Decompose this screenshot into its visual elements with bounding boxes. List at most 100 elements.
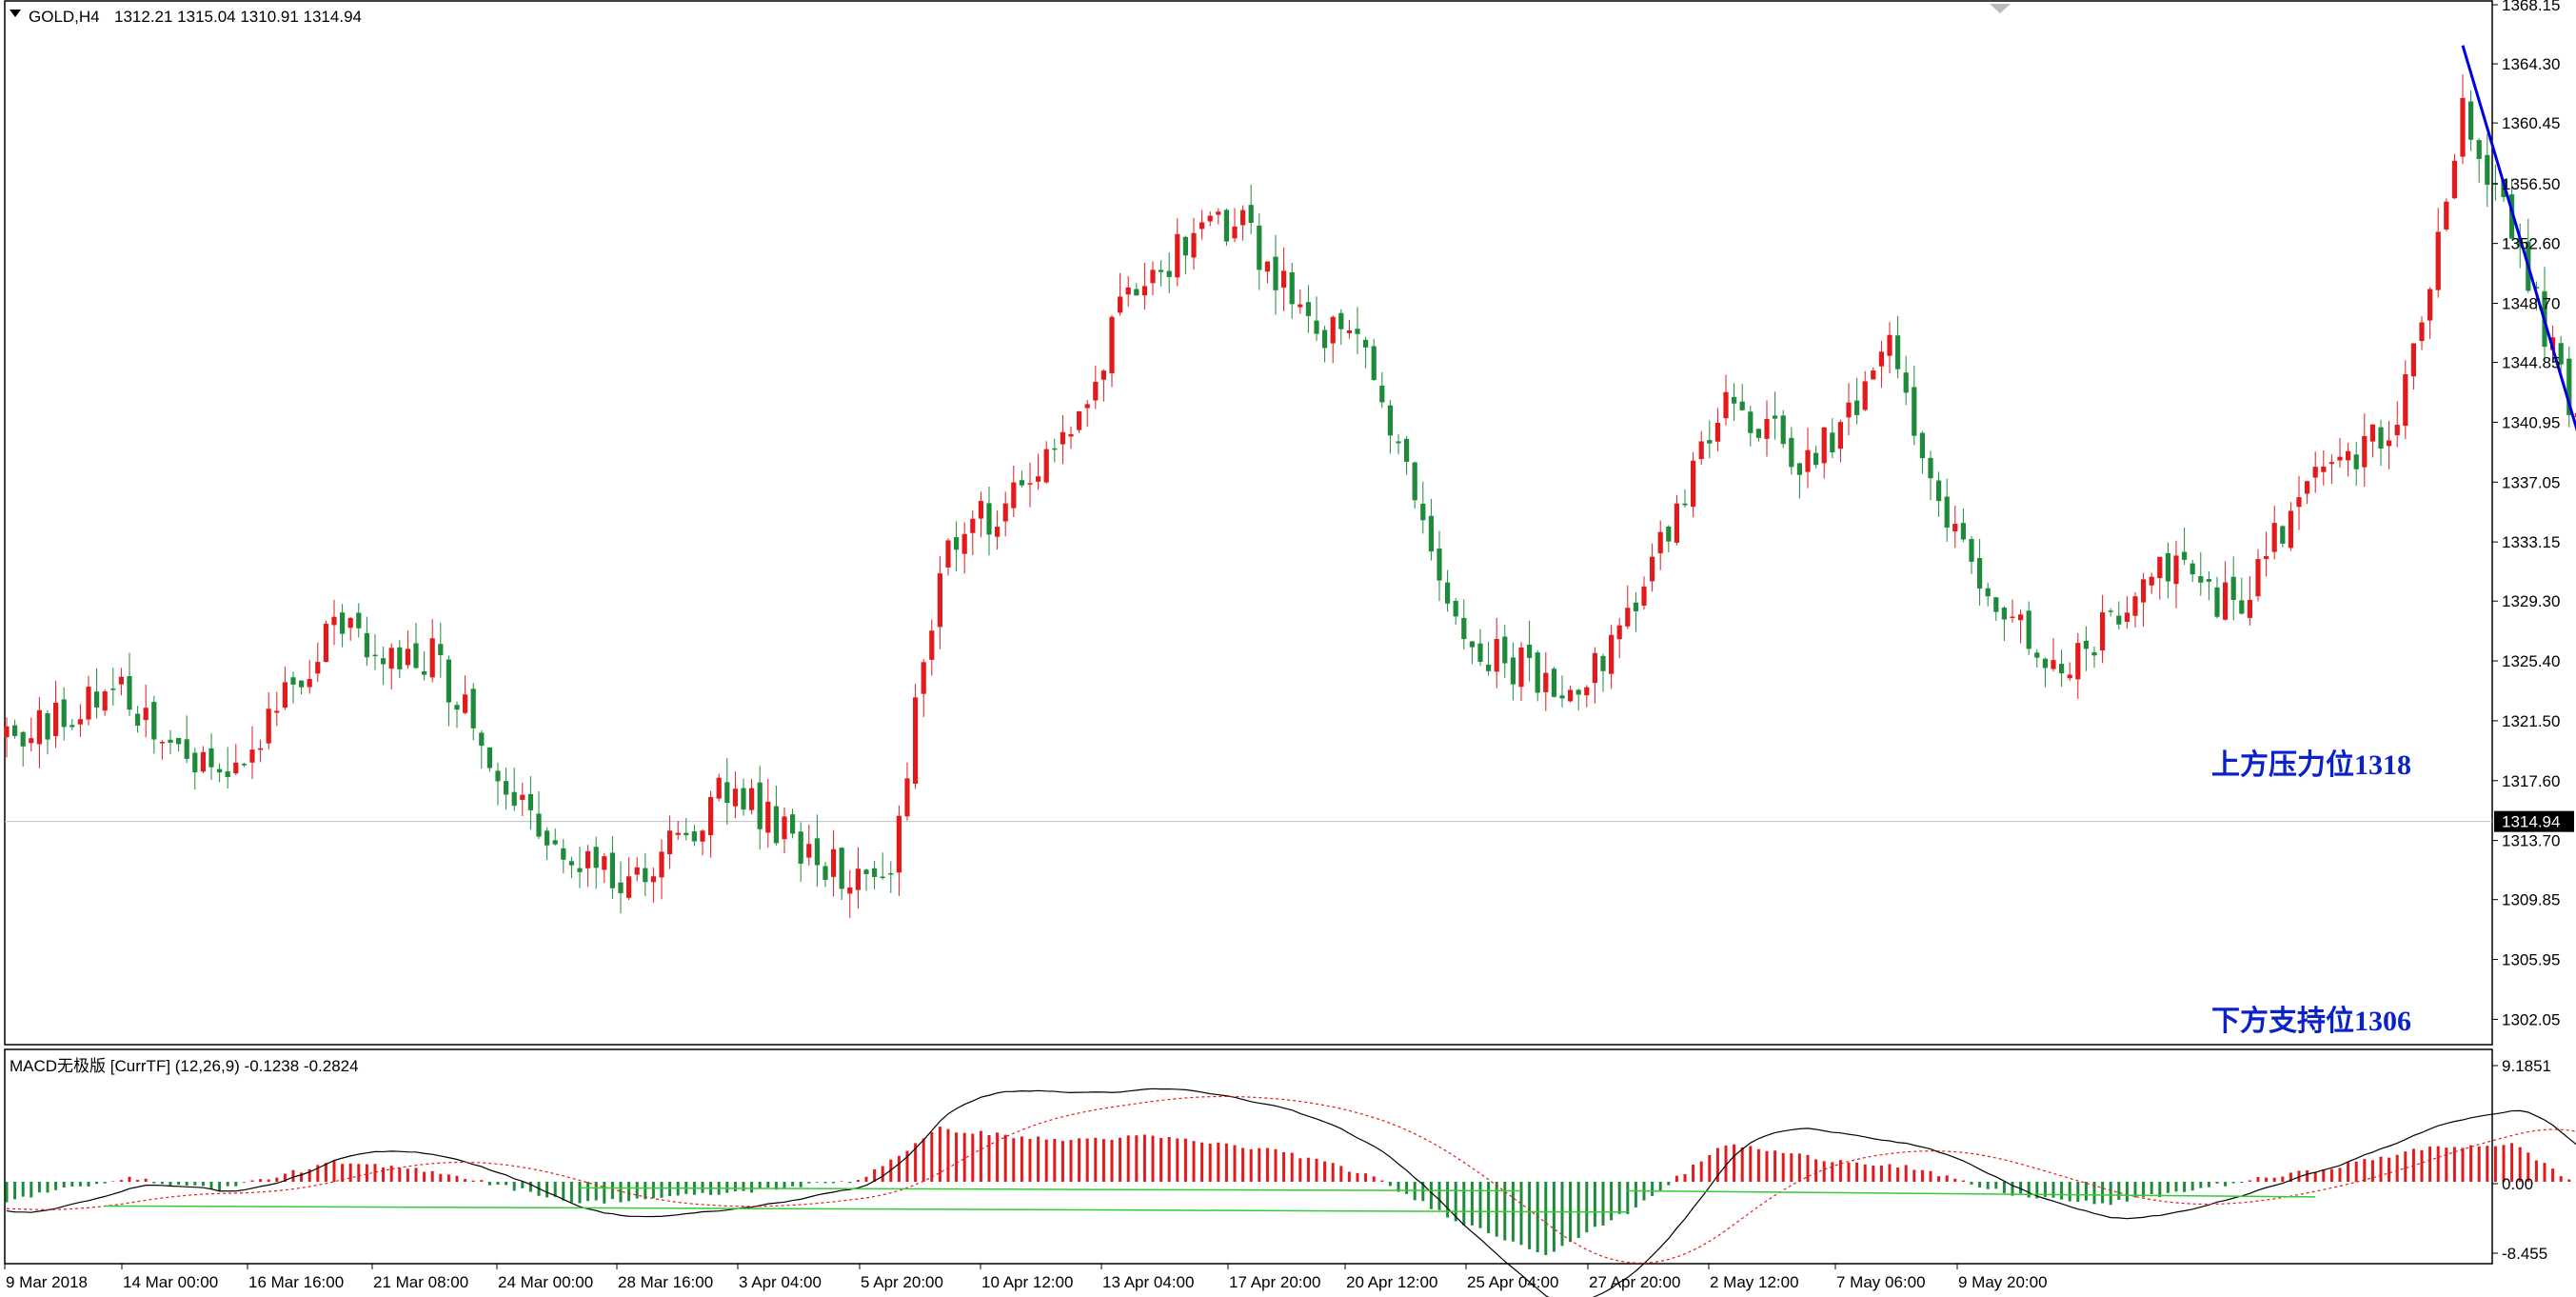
- candle: [1445, 569, 1451, 612]
- candle: [2353, 442, 2359, 487]
- candle: [2124, 596, 2130, 629]
- candle: [1052, 438, 1058, 463]
- candle: [1043, 441, 1049, 485]
- candle: [2394, 401, 2400, 448]
- candle: [1527, 620, 1533, 682]
- candle: [1568, 686, 1574, 703]
- candle: [1821, 427, 1827, 479]
- candle: [1969, 536, 1974, 574]
- candle: [1592, 647, 1597, 704]
- candle: [1682, 489, 1688, 509]
- candle: [1036, 453, 1041, 490]
- candle: [1379, 371, 1385, 409]
- candle: [2100, 594, 2106, 664]
- candle: [1903, 355, 1909, 406]
- candle: [1912, 366, 1917, 446]
- candle: [1100, 369, 1106, 402]
- time-tick-label: 9 Mar 2018: [6, 1273, 88, 1291]
- candle: [1600, 653, 1606, 692]
- time-tick-label: 7 May 06:00: [1836, 1273, 1926, 1291]
- macd-histogram: [5, 1127, 2576, 1256]
- candle: [2010, 599, 2015, 623]
- candle: [1780, 409, 1786, 449]
- candle: [143, 684, 149, 738]
- candle: [2083, 626, 2089, 671]
- candle: [1854, 377, 1860, 425]
- candle: [1846, 383, 1852, 436]
- candle: [2451, 153, 2457, 200]
- price-tick-label: 1356.50: [2502, 175, 2560, 193]
- macd-tick-label: 9.1851: [2502, 1057, 2551, 1075]
- candle: [1125, 275, 1131, 308]
- candle: [2141, 572, 2147, 628]
- candle: [1404, 436, 1410, 475]
- candle: [2271, 506, 2277, 560]
- candle: [618, 861, 624, 914]
- candle: [1559, 675, 1565, 708]
- candle: [1805, 428, 1811, 489]
- candle: [1322, 326, 1328, 363]
- price-tick-label: 1333.15: [2502, 533, 2560, 551]
- price-tick-label: 1302.05: [2502, 1010, 2560, 1028]
- candle: [77, 704, 83, 737]
- candle: [1412, 461, 1417, 509]
- candle: [266, 691, 271, 749]
- candle: [2247, 575, 2252, 626]
- candle: [2132, 591, 2138, 629]
- scroll-marker-icon[interactable]: [1990, 4, 2011, 13]
- candle: [1027, 462, 1033, 508]
- candle: [995, 510, 1001, 550]
- support-label: 下方支持位1306: [2211, 1005, 2411, 1037]
- candle: [1650, 543, 1655, 592]
- candle: [1985, 582, 1991, 607]
- candle: [839, 847, 844, 901]
- candle: [1641, 576, 1647, 610]
- candle: [249, 726, 255, 780]
- candle: [1878, 340, 1884, 389]
- candle: [1232, 208, 1238, 243]
- candle: [1789, 427, 1794, 475]
- price-tick-label: 1325.40: [2502, 652, 2560, 670]
- candle: [168, 729, 173, 754]
- macd-axis: 9.1851 0.00 -8.455: [2492, 1057, 2551, 1263]
- candle: [945, 538, 951, 576]
- candle: [1575, 688, 1581, 711]
- candle: [634, 857, 640, 882]
- candle: [299, 680, 305, 695]
- candle: [675, 821, 681, 841]
- candle: [2328, 454, 2334, 485]
- candle: [1666, 525, 1672, 552]
- time-tick-label: 9 May 20:00: [1958, 1273, 2048, 1291]
- candle: [626, 857, 632, 900]
- candle: [2468, 90, 2474, 151]
- candle: [86, 675, 91, 726]
- candle: [2387, 420, 2392, 469]
- candle: [1002, 491, 1008, 537]
- candle: [520, 782, 525, 816]
- candle: [650, 868, 656, 903]
- candle: [1707, 420, 1713, 459]
- candle: [904, 762, 910, 821]
- candle: [1952, 506, 1958, 549]
- candle: [806, 824, 812, 866]
- price-tick-label: 1340.95: [2502, 413, 2560, 431]
- candle: [896, 805, 902, 896]
- candle: [2255, 549, 2261, 602]
- candle: [913, 684, 919, 789]
- candle: [954, 521, 960, 571]
- candle: [151, 695, 157, 754]
- candle: [659, 839, 664, 900]
- candle: [1755, 429, 1761, 442]
- time-tick-label: 16 Mar 16:00: [248, 1273, 344, 1291]
- candle: [1191, 217, 1197, 270]
- candle: [429, 619, 435, 683]
- candle: [2296, 475, 2302, 530]
- price-tick-label: 1360.45: [2502, 114, 2560, 132]
- candle: [716, 773, 722, 802]
- candle: [184, 715, 189, 764]
- candle: [2403, 360, 2408, 440]
- header-dropdown-icon[interactable]: [10, 10, 21, 17]
- candle: [2378, 419, 2384, 467]
